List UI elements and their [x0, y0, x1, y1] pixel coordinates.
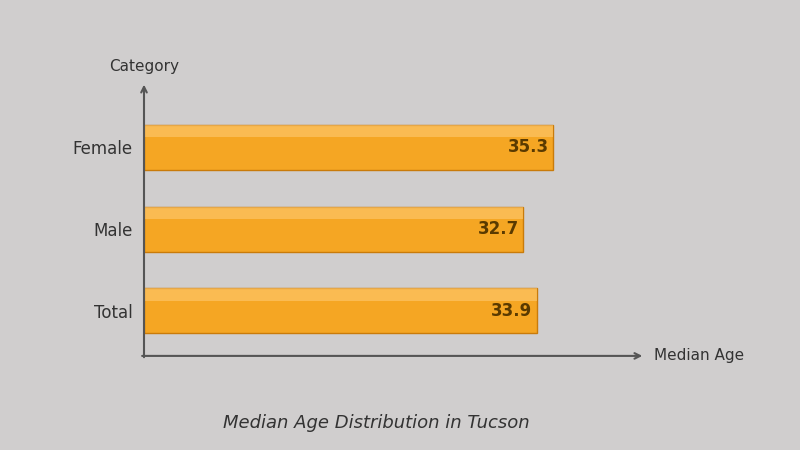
FancyBboxPatch shape [144, 288, 538, 301]
Bar [144, 125, 554, 170]
Text: Median Age: Median Age [654, 348, 745, 364]
Text: 33.9: 33.9 [491, 302, 533, 320]
Bar [144, 288, 538, 333]
FancyBboxPatch shape [144, 207, 523, 219]
Text: 35.3: 35.3 [508, 138, 549, 156]
FancyBboxPatch shape [144, 125, 554, 137]
Bar [144, 207, 523, 252]
Text: 32.7: 32.7 [478, 220, 518, 238]
Text: Median Age Distribution in Tucson: Median Age Distribution in Tucson [222, 414, 530, 432]
Text: Category: Category [109, 58, 179, 74]
